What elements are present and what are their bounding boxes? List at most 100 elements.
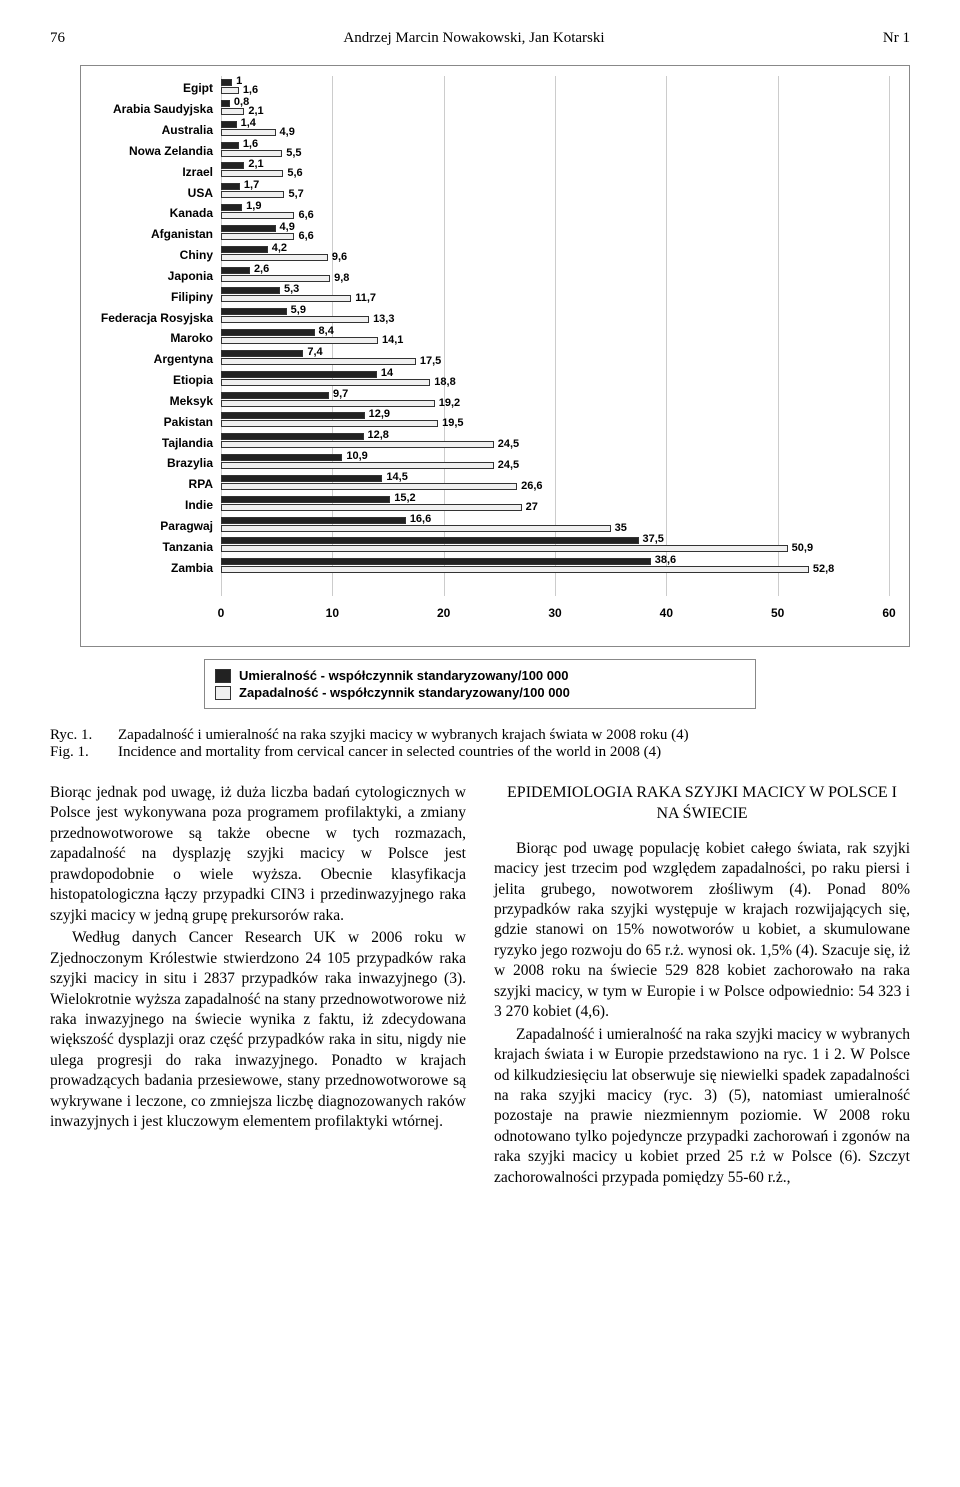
x-tick-label: 10 (326, 606, 339, 620)
x-tick-label: 60 (882, 606, 895, 620)
bar-value-mortality: 9,7 (333, 388, 348, 400)
chart-row: 0,82,1 (221, 99, 889, 120)
bar-value-incidence: 17,5 (420, 355, 441, 367)
chart-row: 1,65,5 (221, 141, 889, 162)
bar-incidence (221, 295, 351, 302)
caption-text-pl: Zapadalność i umieralność na raka szyjki… (118, 727, 689, 744)
bar-value-incidence: 27 (526, 501, 538, 513)
bar-value-mortality: 2,1 (248, 158, 263, 170)
y-axis-label: Afganistan (151, 227, 213, 241)
y-axis-label: Chiny (180, 248, 213, 262)
bar-mortality (221, 225, 276, 232)
bar-mortality (221, 329, 315, 336)
legend-swatch-light (215, 686, 231, 700)
bar-value-mortality: 38,6 (655, 554, 676, 566)
chart-row: 12,919,5 (221, 411, 889, 432)
chart-legend: Umieralność - współczynnik standaryzowan… (204, 659, 756, 709)
legend-item-incidence: Zapadalność - współczynnik standaryzowan… (215, 685, 745, 700)
bar-value-mortality: 2,6 (254, 263, 269, 275)
bar-mortality (221, 79, 232, 86)
bar-value-mortality: 15,2 (394, 492, 415, 504)
y-axis-label: Australia (162, 123, 213, 137)
y-axis-label: Egipt (183, 81, 213, 95)
chart-row: 11,6 (221, 78, 889, 99)
bar-incidence (221, 400, 435, 407)
chart-row: 4,29,6 (221, 245, 889, 266)
y-axis-label: Pakistan (164, 415, 213, 429)
section-heading: EPIDEMIOLOGIA RAKA SZYJKI MACICY W POLSC… (494, 783, 910, 825)
bar-value-incidence: 4,9 (280, 126, 295, 138)
chart-row: 1418,8 (221, 370, 889, 391)
y-axis-label: Arabia Saudyjska (113, 102, 213, 116)
bar-value-incidence: 6,6 (298, 209, 313, 221)
x-tick-label: 0 (218, 606, 225, 620)
y-axis-label: Zambia (171, 561, 213, 575)
y-axis-label: Nowa Zelandia (129, 144, 213, 158)
bar-incidence (221, 316, 369, 323)
legend-item-mortality: Umieralność - współczynnik standaryzowan… (215, 668, 745, 683)
bar-value-mortality: 12,8 (368, 429, 389, 441)
caption-tag-pl: Ryc. 1. (50, 727, 118, 744)
bar-value-mortality: 0,8 (234, 96, 249, 108)
chart-row: 14,526,6 (221, 474, 889, 495)
chart-row: 2,6 9,8 (221, 266, 889, 287)
chart-row: 12,8 24,5 (221, 432, 889, 453)
left-column: Biorąc jednak pod uwagę, iż duża liczba … (50, 783, 466, 1190)
bar-mortality (221, 517, 406, 524)
bar-mortality (221, 371, 377, 378)
page-header: 76 Andrzej Marcin Nowakowski, Jan Kotars… (50, 30, 910, 47)
bar-mortality (221, 204, 242, 211)
bar-value-mortality: 12,9 (369, 408, 390, 420)
bar-incidence (221, 150, 282, 157)
bar-mortality (221, 537, 639, 544)
chart-row: 9,7 19,2 (221, 391, 889, 412)
bar-mortality (221, 100, 230, 107)
body-paragraph: Biorąc pod uwagę populację kobiet całego… (494, 839, 910, 1023)
bar-value-mortality: 14,5 (386, 471, 407, 483)
chart-row: 38,6 52,8 (221, 557, 889, 578)
bar-value-incidence: 24,5 (498, 438, 519, 450)
y-axis-label: Etiopia (173, 373, 213, 387)
bar-incidence (221, 233, 294, 240)
bar-mortality (221, 412, 365, 419)
y-axis-label: Meksyk (170, 394, 213, 408)
legend-label: Umieralność - współczynnik standaryzowan… (239, 668, 568, 683)
y-axis-label: Filipiny (171, 290, 213, 304)
bar-value-incidence: 1,6 (243, 84, 258, 96)
bar-value-mortality: 1,4 (241, 117, 256, 129)
bar-value-mortality: 7,4 (307, 346, 322, 358)
bar-mortality (221, 308, 287, 315)
y-axis-label: Kanada (170, 206, 213, 220)
bar-value-incidence: 18,8 (434, 376, 455, 388)
bar-mortality (221, 454, 342, 461)
y-axis-label: Maroko (170, 331, 213, 345)
bar-value-mortality: 5,9 (291, 304, 306, 316)
bar-incidence (221, 358, 416, 365)
bar-mortality (221, 392, 329, 399)
bar-value-incidence: 5,7 (288, 188, 303, 200)
bar-value-mortality: 16,6 (410, 513, 431, 525)
page-number-right: Nr 1 (883, 30, 910, 47)
y-axis-label: Izrael (182, 165, 213, 179)
bar-value-incidence: 9,6 (332, 251, 347, 263)
y-axis-label: Indie (185, 498, 213, 512)
body-paragraph: Zapadalność i umieralność na raka szyjki… (494, 1025, 910, 1189)
bar-value-mortality: 5,3 (284, 283, 299, 295)
bar-incidence (221, 504, 522, 511)
bar-incidence (221, 170, 283, 177)
bar-incidence (221, 379, 430, 386)
bar-mortality (221, 475, 382, 482)
bar-value-incidence: 35 (615, 522, 627, 534)
body-paragraph: Według danych Cancer Research UK w 2006 … (50, 928, 466, 1133)
bar-value-mortality: 1,9 (246, 200, 261, 212)
y-axis-label: Tajlandia (162, 436, 213, 450)
y-axis-label: RPA (189, 477, 213, 491)
bar-value-incidence: 52,8 (813, 563, 834, 575)
bar-value-incidence: 19,2 (439, 397, 460, 409)
bar-incidence (221, 129, 276, 136)
y-axis-label: Argentyna (154, 352, 213, 366)
legend-swatch-dark (215, 669, 231, 683)
bar-value-incidence: 9,8 (334, 272, 349, 284)
chart-row: 7,4 17,5 (221, 349, 889, 370)
bar-value-incidence: 11,7 (355, 292, 376, 304)
